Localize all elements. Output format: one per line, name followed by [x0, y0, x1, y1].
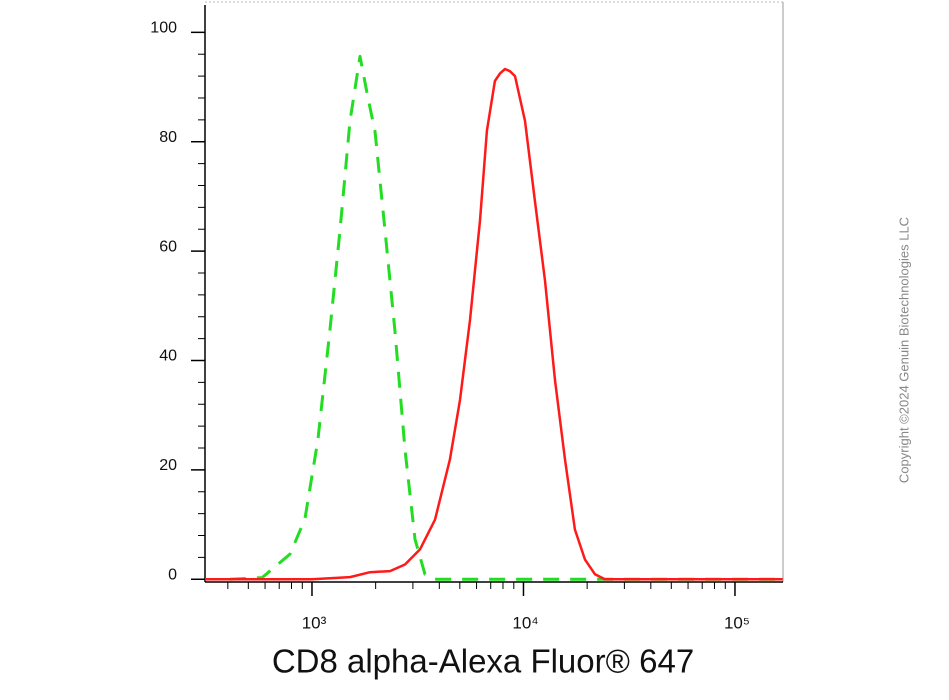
x-axis-title: CD8 alpha-Alexa Fluor® 647 — [272, 643, 694, 680]
y-tick-label: 0 — [168, 566, 177, 583]
histogram-line — [205, 67, 783, 581]
x-tick-label: 10⁵ — [724, 613, 750, 632]
y-tick-label: 80 — [159, 129, 177, 146]
x-tick-label: 10³ — [302, 613, 327, 632]
y-tick-label: 40 — [159, 348, 177, 365]
histogram-line — [229, 54, 783, 581]
x-tick-label: 10⁴ — [512, 613, 538, 632]
y-tick-label: 100 — [150, 20, 177, 37]
y-tick-label: 20 — [159, 457, 177, 474]
y-tick-label: 60 — [159, 238, 177, 255]
copyright: Copyright ©2024 Genuin Biotechnologies L… — [896, 217, 911, 483]
